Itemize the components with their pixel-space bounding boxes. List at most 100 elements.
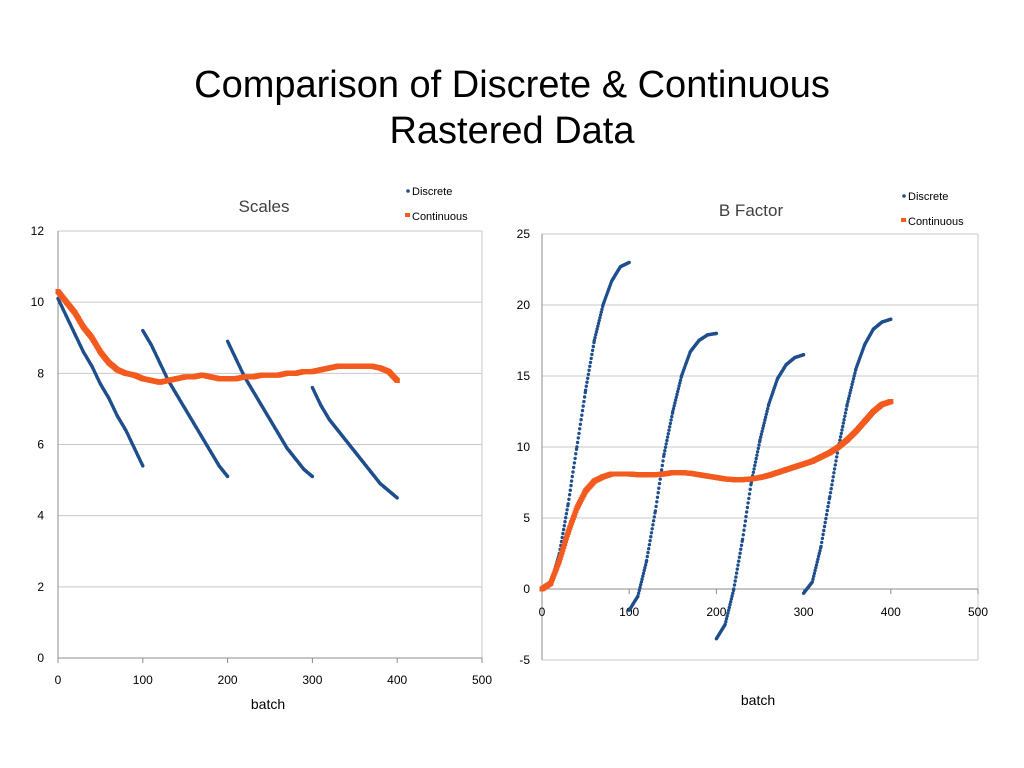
slide-title-line-2: Rastered Data — [389, 110, 635, 152]
data-point-discrete — [832, 467, 837, 471]
data-point-discrete — [844, 407, 848, 412]
data-point-discrete — [655, 500, 659, 504]
y-tick-label: 0 — [37, 651, 44, 665]
data-point-discrete — [734, 571, 739, 575]
data-point-discrete — [667, 428, 671, 432]
data-point-discrete — [310, 474, 315, 479]
data-point-discrete — [831, 475, 835, 479]
data-point-discrete — [748, 487, 752, 491]
data-point-discrete — [653, 509, 658, 513]
data-point-discrete — [641, 574, 645, 578]
data-point-discrete — [645, 554, 649, 559]
data-point-discrete — [677, 384, 681, 388]
x-tick-label: 100 — [133, 673, 153, 687]
data-point-continuous — [563, 538, 568, 544]
data-point-discrete — [731, 591, 735, 595]
data-point-discrete — [582, 395, 587, 399]
data-point-discrete — [764, 412, 768, 416]
data-point-discrete — [650, 527, 654, 531]
data-point-discrete — [726, 611, 730, 615]
data-point-continuous — [562, 541, 568, 547]
data-point-discrete — [820, 536, 825, 541]
data-point-discrete — [563, 520, 567, 524]
data-point-discrete — [889, 317, 893, 321]
data-point-discrete — [753, 460, 758, 464]
x-tick-label: 100 — [619, 605, 639, 619]
data-point-discrete — [756, 446, 760, 451]
data-point-discrete — [811, 577, 815, 581]
data-point-discrete — [754, 456, 758, 461]
data-point-discrete — [753, 463, 757, 468]
data-point-discrete — [665, 438, 669, 443]
data-point-discrete — [666, 432, 670, 436]
data-point-discrete — [579, 418, 583, 422]
chart-title: Scales — [238, 197, 289, 216]
data-point-discrete — [643, 563, 648, 567]
data-point-discrete — [801, 353, 806, 357]
data-point-discrete — [823, 520, 827, 525]
data-point-discrete — [583, 388, 588, 392]
data-point-discrete — [577, 431, 581, 436]
data-point-discrete — [657, 481, 662, 486]
data-point-discrete — [741, 533, 745, 537]
data-point-discrete — [659, 468, 664, 472]
data-point-discrete — [572, 465, 576, 470]
data-point-discrete — [839, 431, 843, 436]
data-point-discrete — [813, 568, 817, 573]
data-point-discrete — [670, 414, 674, 419]
data-point-discrete — [737, 555, 742, 559]
data-point-discrete — [599, 310, 603, 314]
scales-chart: 0 2 4 6 8 10 12 0 100 200 300 400 500 Scales batch Disc… — [31, 186, 493, 712]
data-point-discrete — [830, 479, 835, 483]
data-point-discrete — [561, 527, 566, 532]
data-point-discrete — [225, 474, 230, 479]
legend-label-discrete: Discrete — [908, 191, 948, 203]
data-point-discrete — [141, 464, 145, 468]
data-point-discrete — [724, 617, 729, 621]
legend-marker-continuous — [901, 218, 906, 222]
data-point-discrete — [737, 559, 741, 563]
data-point-discrete — [820, 540, 824, 545]
data-point-discrete — [814, 566, 818, 570]
data-point-discrete — [597, 318, 601, 323]
data-point-discrete — [564, 512, 569, 516]
data-point-discrete — [838, 435, 843, 439]
y-tick-label: -5 — [519, 653, 530, 667]
data-point-continuous — [558, 552, 564, 558]
data-point-discrete — [828, 495, 832, 499]
x-tick-label: 300 — [302, 673, 322, 687]
x-tick-label: 500 — [968, 605, 988, 619]
y-tick-label: 12 — [31, 224, 45, 238]
data-point-discrete — [843, 414, 847, 418]
data-point-discrete — [747, 492, 752, 496]
data-point-discrete — [586, 372, 591, 376]
y-tick-label: 6 — [37, 438, 44, 452]
data-point-discrete — [639, 583, 643, 587]
x-tick-label: 400 — [387, 673, 407, 687]
data-point-discrete — [757, 443, 761, 447]
data-point-discrete — [567, 493, 572, 497]
data-point-discrete — [572, 461, 577, 465]
data-point-continuous — [556, 558, 562, 564]
data-point-discrete — [840, 428, 844, 432]
data-point-discrete — [588, 364, 592, 368]
data-point-discrete — [746, 501, 750, 505]
data-point-discrete — [729, 600, 733, 604]
data-point-discrete — [824, 512, 829, 517]
data-point-discrete — [562, 524, 566, 528]
y-tick-label: 20 — [517, 298, 531, 312]
data-point-discrete — [829, 487, 833, 491]
data-point-discrete — [590, 348, 595, 353]
x-tick-label: 300 — [794, 605, 814, 619]
data-point-discrete — [661, 459, 665, 463]
data-point-discrete — [587, 368, 591, 372]
data-point-discrete — [819, 544, 823, 549]
x-tick-label: 0 — [55, 673, 62, 687]
data-point-discrete — [740, 537, 745, 541]
data-point-discrete — [765, 409, 769, 414]
series-continuous — [55, 289, 400, 385]
y-tick-label: 4 — [37, 509, 44, 523]
data-point-discrete — [595, 327, 599, 331]
x-tick-label: 200 — [706, 605, 726, 619]
data-point-discrete — [586, 376, 590, 380]
